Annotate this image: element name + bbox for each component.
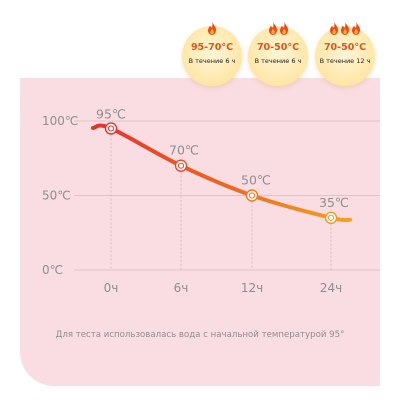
data-label: 95℃ bbox=[96, 106, 126, 121]
data-point-marker bbox=[324, 211, 338, 225]
badge-temp: 70-50°C bbox=[256, 42, 300, 53]
badge-95-70: 95-70°C В течение 6 ч bbox=[182, 22, 242, 86]
chart-caption: Для теста использовалась вода с начально… bbox=[55, 330, 345, 340]
x-tick-label: 0ч bbox=[104, 281, 119, 295]
data-label: 50℃ bbox=[241, 173, 271, 188]
y-tick-label: 0℃ bbox=[42, 263, 63, 277]
y-tick-label: 50℃ bbox=[42, 189, 71, 203]
temperature-series-line bbox=[91, 123, 352, 223]
flame-icon bbox=[329, 22, 339, 35]
badge-70-50-12h: 70-50°C В течение 12 ч bbox=[315, 22, 375, 86]
badge-duration: В течение 6 ч bbox=[188, 57, 236, 65]
data-point-marker bbox=[245, 189, 259, 202]
x-tick-label: 12ч bbox=[241, 281, 263, 295]
data-point-marker bbox=[174, 159, 188, 172]
flame-icon bbox=[340, 22, 350, 35]
badge-temp: 95-70°C bbox=[190, 42, 234, 53]
flame-icon bbox=[279, 22, 288, 35]
badge-70-50-6h: 70-50°C В течение 6 ч bbox=[248, 22, 308, 86]
badge-temp: 70-50°C bbox=[323, 42, 367, 53]
flame-icons bbox=[248, 22, 308, 38]
chart-panel bbox=[20, 78, 380, 386]
data-label: 35℃ bbox=[319, 195, 349, 210]
badge-duration: В течение 12 ч bbox=[319, 57, 371, 65]
badge-duration: В течение 6 ч bbox=[254, 57, 302, 65]
flame-icon bbox=[207, 22, 217, 35]
x-tick-label: 24ч bbox=[320, 281, 342, 295]
y-tick-label: 100℃ bbox=[42, 114, 78, 128]
data-point-marker bbox=[104, 122, 118, 135]
x-tick-label: 6ч bbox=[174, 281, 189, 295]
flame-icon bbox=[268, 22, 277, 35]
flame-icon bbox=[351, 22, 361, 35]
data-label: 70℃ bbox=[169, 143, 199, 158]
flame-icons bbox=[182, 22, 242, 38]
flame-icons bbox=[315, 22, 375, 38]
